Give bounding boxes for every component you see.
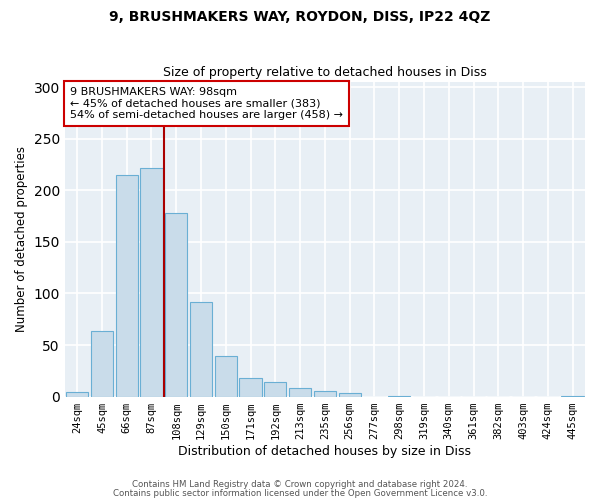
Text: Contains public sector information licensed under the Open Government Licence v3: Contains public sector information licen… <box>113 488 487 498</box>
Bar <box>289 388 311 396</box>
Bar <box>314 392 336 396</box>
Text: 9 BRUSHMAKERS WAY: 98sqm
← 45% of detached houses are smaller (383)
54% of semi-: 9 BRUSHMAKERS WAY: 98sqm ← 45% of detach… <box>70 87 343 120</box>
Bar <box>215 356 237 397</box>
Bar <box>190 302 212 396</box>
Bar <box>165 213 187 396</box>
Bar <box>338 394 361 396</box>
Bar <box>66 392 88 396</box>
Bar <box>239 378 262 396</box>
X-axis label: Distribution of detached houses by size in Diss: Distribution of detached houses by size … <box>178 444 472 458</box>
Bar <box>91 330 113 396</box>
Bar <box>264 382 286 396</box>
Bar <box>140 168 163 396</box>
Title: Size of property relative to detached houses in Diss: Size of property relative to detached ho… <box>163 66 487 80</box>
Y-axis label: Number of detached properties: Number of detached properties <box>15 146 28 332</box>
Text: Contains HM Land Registry data © Crown copyright and database right 2024.: Contains HM Land Registry data © Crown c… <box>132 480 468 489</box>
Bar <box>116 175 138 396</box>
Text: 9, BRUSHMAKERS WAY, ROYDON, DISS, IP22 4QZ: 9, BRUSHMAKERS WAY, ROYDON, DISS, IP22 4… <box>109 10 491 24</box>
